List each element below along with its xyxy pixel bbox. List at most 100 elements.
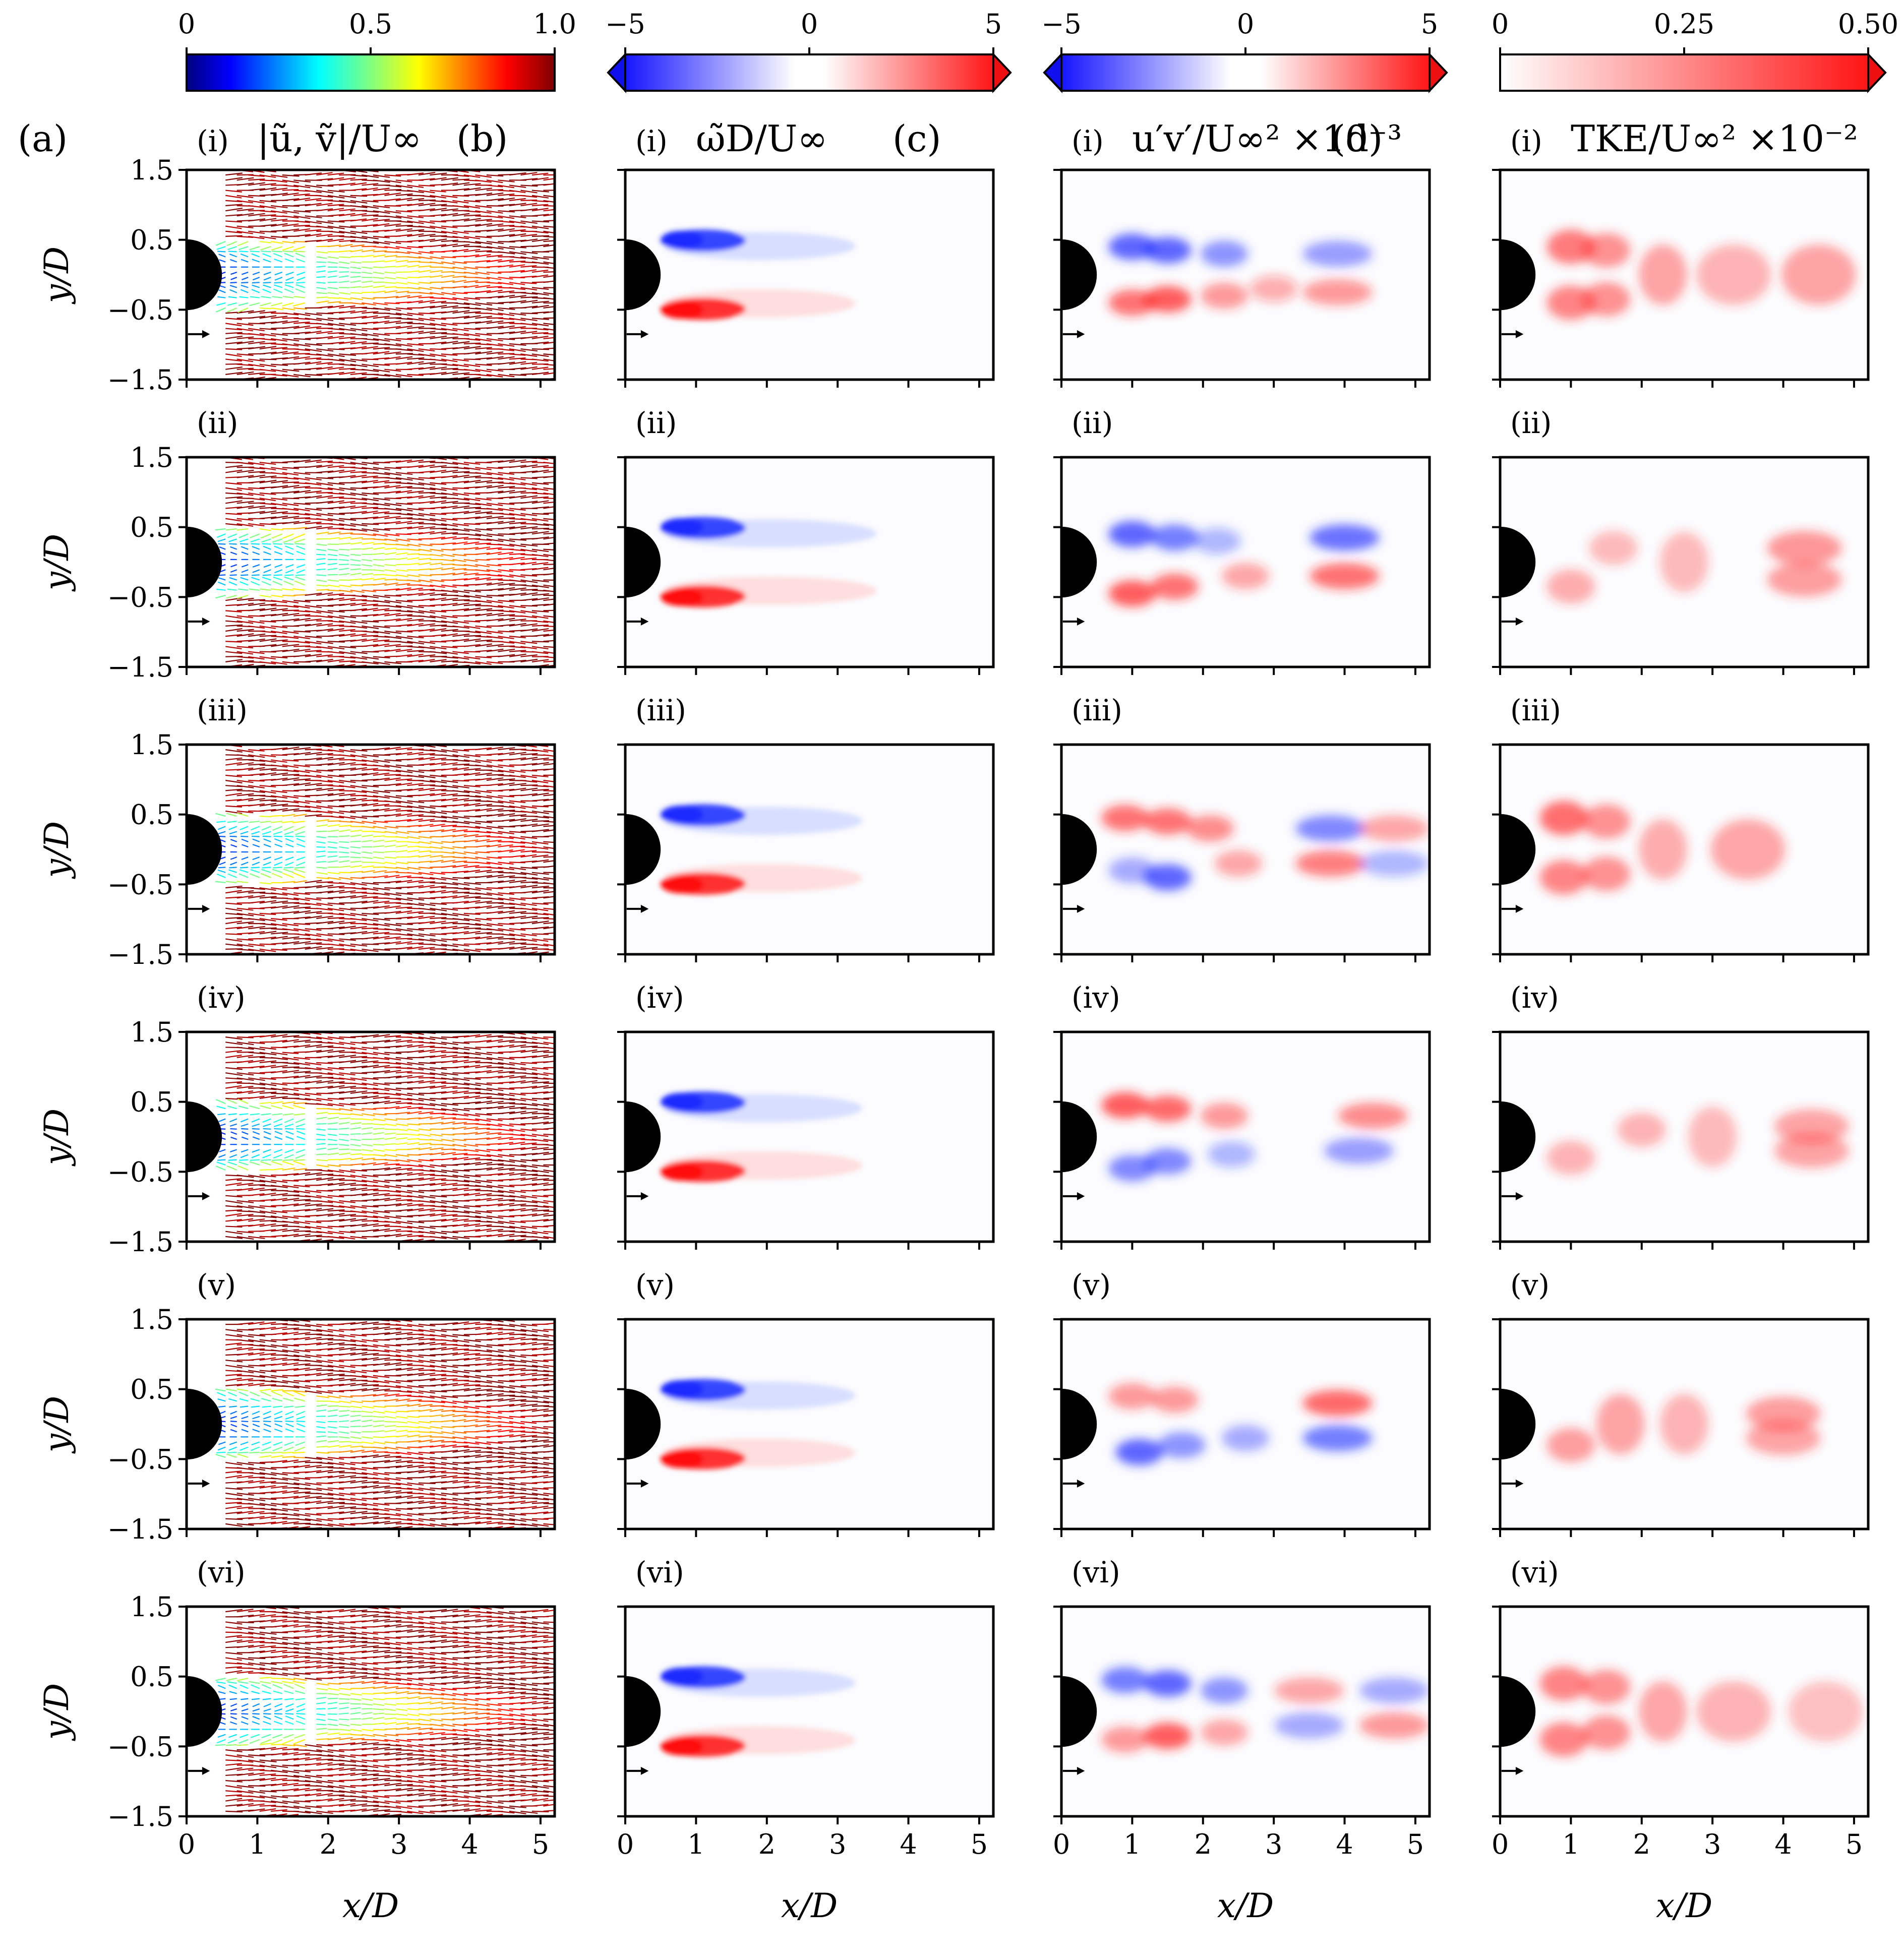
velocity-vector (520, 646, 537, 650)
velocity-vector (271, 1052, 288, 1056)
velocity-vector (305, 800, 322, 804)
velocity-vector (225, 646, 242, 650)
velocity-vector (543, 240, 555, 242)
velocity-vector (509, 592, 526, 596)
velocity-vector (259, 803, 277, 807)
velocity-vector (486, 467, 503, 469)
velocity-vector (327, 301, 341, 303)
velocity-vector (327, 527, 344, 530)
cylinder (625, 814, 661, 885)
velocity-vector (350, 505, 367, 509)
velocity-vector (262, 577, 271, 581)
velocity-vector (316, 753, 333, 756)
velocity-vector (271, 188, 288, 191)
velocity-vector (520, 787, 538, 791)
contour-blob (1302, 279, 1373, 305)
velocity-vector (339, 602, 356, 606)
velocity-vector (305, 592, 322, 596)
velocity-vector (384, 1045, 402, 1048)
velocity-vector (520, 220, 538, 224)
velocity-vector (293, 321, 310, 324)
velocity-vector (362, 280, 373, 283)
velocity-vector (282, 326, 300, 329)
velocity-vector (339, 1144, 349, 1146)
velocity-vector (543, 790, 555, 792)
velocity-vector (498, 752, 515, 756)
velocity-vector (395, 490, 412, 494)
velocity-vector (327, 1164, 341, 1167)
velocity-vector (531, 792, 549, 797)
velocity-vector (498, 496, 515, 499)
velocity-vector (531, 358, 549, 362)
velocity-vector (293, 1062, 311, 1066)
velocity-vector (316, 598, 334, 601)
velocity-vector (384, 516, 401, 519)
panel-background (625, 457, 993, 667)
velocity-vector (339, 589, 353, 593)
velocity-vector (498, 906, 515, 909)
velocity-vector (271, 1070, 287, 1074)
velocity-vector (236, 1205, 254, 1209)
velocity-vector (418, 659, 435, 662)
velocity-vector (554, 170, 555, 171)
velocity-vector (327, 200, 345, 203)
velocity-vector (486, 508, 503, 511)
velocity-vector (236, 1072, 254, 1076)
velocity-vector (486, 491, 504, 494)
velocity-vector (498, 902, 515, 905)
velocity-vector (475, 174, 492, 178)
velocity-vector (486, 558, 502, 561)
velocity-vector (520, 526, 538, 530)
velocity-vector (395, 1075, 412, 1079)
velocity-vector (430, 567, 443, 571)
velocity-vector (543, 501, 555, 504)
velocity-vector (350, 302, 365, 305)
velocity-vector (373, 821, 388, 823)
velocity-vector (339, 492, 356, 496)
velocity-vector (520, 366, 538, 370)
velocity-vector (362, 333, 379, 337)
velocity-vector (259, 1219, 277, 1222)
panel-content (1500, 170, 1868, 380)
velocity-vector (441, 1169, 458, 1173)
velocity-vector (531, 610, 549, 612)
velocity-vector (543, 917, 555, 920)
velocity-vector (452, 492, 469, 496)
row-label: (i) (197, 124, 229, 158)
velocity-vector (463, 948, 481, 952)
velocity-vector (259, 948, 276, 952)
velocity-vector (554, 928, 555, 929)
velocity-vector (263, 551, 271, 555)
velocity-vector (362, 1162, 376, 1166)
velocity-vector (475, 250, 492, 253)
velocity-vector (373, 932, 390, 935)
velocity-vector (236, 948, 254, 951)
velocity-vector (282, 307, 295, 311)
velocity-vector (486, 880, 504, 884)
velocity-vector (463, 321, 481, 324)
velocity-vector (384, 905, 401, 909)
velocity-vector (271, 1101, 283, 1105)
velocity-vector (554, 872, 555, 873)
freestream-arrow-head (1077, 617, 1085, 626)
velocity-vector (498, 557, 513, 561)
velocity-vector (498, 543, 514, 547)
velocity-vector (509, 854, 525, 858)
velocity-vector (293, 224, 310, 227)
panel-content (1061, 457, 1430, 667)
velocity-vector (316, 261, 326, 263)
velocity-vector (554, 262, 555, 263)
velocity-vector (282, 246, 294, 251)
velocity-vector (418, 348, 435, 352)
velocity-vector (463, 200, 481, 203)
velocity-vector (373, 307, 390, 311)
colorbar-tick-label: 1.0 (533, 8, 576, 40)
velocity-vector (430, 353, 446, 357)
velocity-vector (259, 900, 277, 904)
velocity-vector (509, 831, 526, 833)
velocity-vector (475, 569, 490, 572)
velocity-vector (407, 295, 422, 298)
velocity-vector (463, 507, 481, 509)
contour-blob (1108, 521, 1156, 547)
velocity-vector (293, 1195, 311, 1198)
